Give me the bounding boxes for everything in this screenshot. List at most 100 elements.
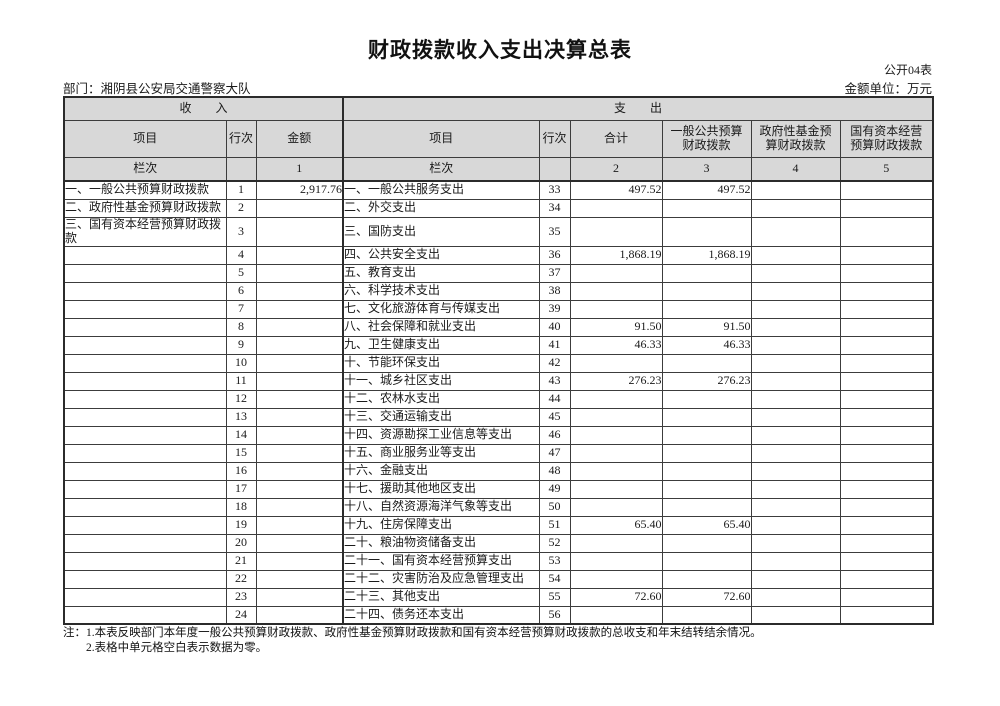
- index-cell-col-2: 1: [255, 156, 344, 182]
- cell-r3-col-4: 35: [538, 216, 571, 247]
- index-cell-col-8: 5: [839, 156, 934, 182]
- cell-r18-col-2: [255, 497, 344, 517]
- table-row-21: 21 二十一、国有资本经营预算支出 53: [63, 551, 934, 571]
- cell-r20-col-2: [255, 533, 344, 553]
- cell-r17-col-4: 49: [538, 479, 571, 499]
- index-cell-col-7: 4: [750, 156, 841, 182]
- cell-r14-col-1: 14: [225, 425, 257, 445]
- table-row-10: 10 十、节能环保支出 42: [63, 353, 934, 373]
- cell-r9-col-1: 9: [225, 335, 257, 355]
- cell-r7-col-2: [255, 299, 344, 319]
- cell-r14-col-7: [750, 425, 841, 445]
- cell-r15-col-0: [63, 443, 227, 463]
- cell-r9-col-7: [750, 335, 841, 355]
- cell-r21-col-5: [569, 551, 663, 571]
- cell-r24-col-7: [750, 605, 841, 625]
- cell-r17-col-0: [63, 479, 227, 499]
- note-line-1: 注：1.本表反映部门本年度一般公共预算财政拨款、政府性基金预算财政拨款和国有资本…: [63, 627, 762, 639]
- cell-r23-col-0: [63, 587, 227, 607]
- cell-r18-col-6: [661, 497, 752, 517]
- cell-r20-col-7: [750, 533, 841, 553]
- cell-r7-col-5: [569, 299, 663, 319]
- cell-r8-col-1: 8: [225, 317, 257, 337]
- cell-r5-col-3: 五、教育支出: [342, 263, 540, 283]
- cell-r9-col-0: [63, 335, 227, 355]
- cell-r23-col-6: 72.60: [661, 587, 752, 607]
- cell-r5-col-6: [661, 263, 752, 283]
- cell-r20-col-3: 二十、粮油物资储备支出: [342, 533, 540, 553]
- cell-r23-col-3: 二十三、其他支出: [342, 587, 540, 607]
- cell-r1-col-2: 2,917.76: [255, 180, 344, 200]
- cell-r21-col-3: 二十一、国有资本经营预算支出: [342, 551, 540, 571]
- cell-r4-col-2: [255, 245, 344, 265]
- cell-r5-col-4: 37: [538, 263, 571, 283]
- column-header-col-1: 行次: [225, 119, 257, 158]
- cell-r12-col-2: [255, 389, 344, 409]
- cell-r16-col-7: [750, 461, 841, 481]
- cell-r19-col-6: 65.40: [661, 515, 752, 535]
- cell-r8-col-6: 91.50: [661, 317, 752, 337]
- cell-r5-col-5: [569, 263, 663, 283]
- expense-section-header: 支 出: [341, 96, 934, 121]
- table-row-17: 17 十七、援助其他地区支出 49: [63, 479, 934, 499]
- cell-r17-col-1: 17: [225, 479, 257, 499]
- table-row-4: 4 四、公共安全支出 36 1,868.19 1,868.19: [63, 245, 934, 265]
- cell-r21-col-8: [839, 551, 934, 571]
- index-cell-col-1: [225, 156, 257, 182]
- cell-r8-col-0: [63, 317, 227, 337]
- column-header-col-6: 一般公共预算 财政拨款: [661, 119, 752, 158]
- cell-r1-col-4: 33: [538, 180, 571, 200]
- cell-r20-col-0: [63, 533, 227, 553]
- cell-r10-col-4: 42: [538, 353, 571, 373]
- cell-r2-col-8: [839, 198, 934, 218]
- cell-r2-col-2: [255, 198, 344, 218]
- cell-r11-col-7: [750, 371, 841, 391]
- table-row-7: 7 七、文化旅游体育与传媒支出 39: [63, 299, 934, 319]
- cell-r13-col-7: [750, 407, 841, 427]
- table-row-11: 11 十一、城乡社区支出 43 276.23 276.23: [63, 371, 934, 391]
- cell-r2-col-4: 34: [538, 198, 571, 218]
- cell-r9-col-5: 46.33: [569, 335, 663, 355]
- cell-r17-col-3: 十七、援助其他地区支出: [342, 479, 540, 499]
- cell-r24-col-1: 24: [225, 605, 257, 625]
- column-header-col-5: 合计: [569, 119, 663, 158]
- cell-r6-col-6: [661, 281, 752, 301]
- table-row-24: 24 二十四、债务还本支出 56: [63, 605, 934, 625]
- cell-r18-col-0: [63, 497, 227, 517]
- cell-r21-col-2: [255, 551, 344, 571]
- cell-r17-col-5: [569, 479, 663, 499]
- cell-r22-col-4: 54: [538, 569, 571, 589]
- cell-r19-col-2: [255, 515, 344, 535]
- cell-r11-col-1: 11: [225, 371, 257, 391]
- cell-r24-col-6: [661, 605, 752, 625]
- cell-r6-col-3: 六、科学技术支出: [342, 281, 540, 301]
- cell-r19-col-8: [839, 515, 934, 535]
- cell-r22-col-3: 二十二、灾害防治及应急管理支出: [342, 569, 540, 589]
- cell-r1-col-6: 497.52: [661, 180, 752, 200]
- column-header-row: 项目 行次 金额 项目 行次 合计 一般公共预算 财政拨款 政府性基金预 算财政拨款 国有资本经…: [63, 119, 934, 158]
- cell-r7-col-3: 七、文化旅游体育与传媒支出: [342, 299, 540, 319]
- cell-r14-col-6: [661, 425, 752, 445]
- cell-r8-col-7: [750, 317, 841, 337]
- cell-r12-col-6: [661, 389, 752, 409]
- fiscal-summary-table: 收 入 支 出 项目 行次 金额 项目 行次 合计 一般公共预算 财政拨款 政府性基金预 算财…: [63, 96, 935, 625]
- cell-r16-col-4: 48: [538, 461, 571, 481]
- index-cell-col-5: 2: [569, 156, 663, 182]
- cell-r14-col-4: 46: [538, 425, 571, 445]
- cell-r11-col-5: 276.23: [569, 371, 663, 391]
- cell-r4-col-8: [839, 245, 934, 265]
- cell-r3-col-8: [839, 216, 934, 247]
- cell-r6-col-8: [839, 281, 934, 301]
- cell-r9-col-6: 46.33: [661, 335, 752, 355]
- cell-r13-col-5: [569, 407, 663, 427]
- cell-r2-col-3: 二、外交支出: [342, 198, 540, 218]
- cell-r6-col-2: [255, 281, 344, 301]
- cell-r12-col-5: [569, 389, 663, 409]
- cell-r16-col-0: [63, 461, 227, 481]
- cell-r15-col-1: 15: [225, 443, 257, 463]
- cell-r6-col-1: 6: [225, 281, 257, 301]
- cell-r22-col-8: [839, 569, 934, 589]
- cell-r3-col-5: [569, 216, 663, 247]
- cell-r2-col-6: [661, 198, 752, 218]
- cell-r13-col-0: [63, 407, 227, 427]
